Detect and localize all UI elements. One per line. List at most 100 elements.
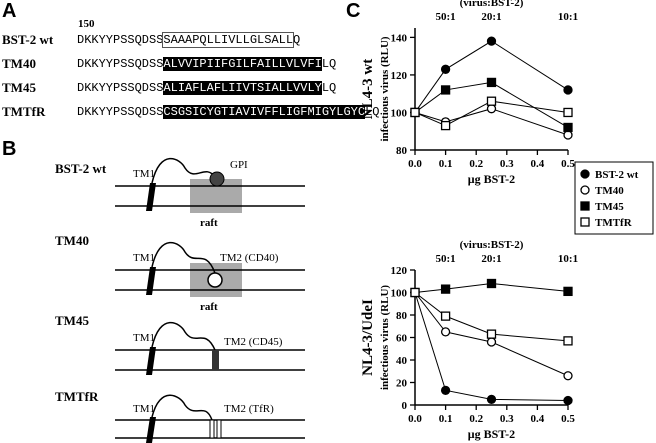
data-point [486, 96, 497, 106]
x-tick-label: 0.2 [469, 413, 483, 425]
series-line [414, 292, 569, 377]
legend-marker [580, 169, 590, 179]
raft-label: raft [200, 217, 218, 229]
data-point [440, 85, 451, 95]
diagram: TM40 TM1 TM2 (CD40) raft [55, 233, 305, 313]
topology-diagrams: BST-2 wt TM1 GPI raft TM40 TM1 TM2 (CD40… [55, 157, 305, 443]
x-axis-title: μg BST-2 [468, 427, 515, 441]
ratio-title: (virus:BST-2) [460, 0, 524, 9]
sequence-suffix: LQ [365, 105, 380, 119]
sequence-prefix: DKKYYPSSQDSS [77, 105, 164, 119]
data-point [486, 329, 497, 339]
data-point [486, 394, 497, 405]
panel-label: A [2, 0, 17, 22]
legend-label: BST-2 wt [595, 169, 639, 181]
x-tick-label: 0.3 [500, 413, 514, 425]
x-tick-label: 0.0 [408, 158, 422, 170]
data-point [440, 311, 451, 321]
x-tick-label: 0.2 [469, 158, 483, 170]
y-tick-label: 40 [396, 355, 408, 367]
data-point [563, 85, 573, 95]
data-point [440, 64, 451, 74]
legend-marker [580, 217, 590, 227]
sequence: DKKYYPSSQDSSALVVIPIIFGILFAILLVLVFILQ [77, 57, 336, 71]
residue-position: 150 [78, 18, 95, 30]
sequence-prefix: DKKYYPSSQDSS [77, 57, 164, 71]
data-point [410, 107, 420, 118]
x-tick-label: 0.1 [439, 413, 453, 425]
charts: 80 100 120 140 0.0 0.1 0.2 0.3 0.4 0.5 50:1 20:1 10:… [360, 0, 654, 441]
series-line [414, 282, 569, 293]
y-axis-title: infectious virus (RLU) [379, 285, 391, 390]
y-tick-label: 60 [396, 333, 408, 345]
y-tick-label: 20 [396, 378, 408, 390]
diagram-name: BST-2 wt [55, 161, 107, 176]
panel-title: NL4-3/UdeI [360, 299, 376, 376]
x-tick-label: 0.5 [561, 158, 575, 170]
y-tick-label: 100 [391, 107, 408, 119]
data-point [563, 130, 573, 140]
data-point [563, 336, 573, 346]
sequence-prefix: DKKYYPSSQDSS [77, 81, 164, 95]
x-tick-label: 0.4 [531, 158, 545, 170]
sequence-name: BST-2 wt [2, 32, 54, 47]
anchor-label: TM2 (CD40) [220, 252, 279, 264]
data-point [563, 122, 573, 133]
legend-label: TM45 [595, 201, 624, 213]
tm-domain: SAAAPQLLIVLLGLSALL [162, 32, 295, 48]
ratio-label: 50:1 [436, 253, 456, 265]
anchor-label: TM2 (TfR) [224, 403, 274, 415]
x-tick-label: 0.5 [561, 413, 575, 425]
ratio-label: 20:1 [481, 11, 501, 23]
sequence-list: BST-2 wt DKKYYPSSQDSS SAAAPQLLIVLLGLSALLQ T… [2, 32, 379, 132]
data-point [563, 371, 573, 381]
tm1-label: TM1 [133, 168, 155, 180]
ratio-label: 10:1 [558, 253, 578, 265]
y-tick-label: 100 [391, 288, 408, 300]
sequence-suffix: LQ [321, 57, 337, 71]
x-tick-label: 0.4 [531, 413, 545, 425]
data-point [440, 327, 451, 337]
diagram: BST-2 wt TM1 GPI raft [55, 157, 305, 229]
data-point [486, 337, 497, 347]
data-point [486, 104, 497, 114]
data-point [563, 286, 573, 297]
y-tick-label: 80 [396, 310, 408, 322]
legend-label: TM40 [595, 185, 624, 197]
diagram-name: TM40 [55, 233, 89, 248]
y-tick-label: 0 [402, 400, 408, 412]
data-point [410, 287, 420, 298]
series-line [414, 108, 569, 136]
sequence-suffix: LQ [321, 81, 337, 95]
panel-title: NL4-3 wt [360, 59, 376, 119]
tm1-label: TM1 [133, 252, 155, 264]
data-point [440, 120, 451, 131]
y-tick-label: 140 [391, 32, 408, 44]
y-tick-label: 120 [391, 265, 408, 277]
x-tick-label: 0.1 [439, 158, 453, 170]
y-tick-label: 120 [391, 70, 408, 82]
x-tick-label: 0.0 [408, 413, 422, 425]
y-tick-label: 80 [396, 145, 408, 157]
diagram-name: TMTfR [55, 389, 99, 404]
raft-label: raft [200, 301, 218, 313]
legend-marker [580, 185, 590, 195]
data-point [440, 385, 451, 396]
diagram: TM45 TM1 TM2 (CD45) [55, 313, 305, 375]
panel-label: B [2, 138, 17, 160]
legend-label: TMTfR [595, 217, 633, 229]
data-point [440, 284, 451, 294]
x-axis-title: μg BST-2 [468, 172, 515, 186]
diagram: TMTfR TM1 TM2 (TfR) [55, 389, 305, 443]
ratio-label: 10:1 [558, 11, 578, 23]
y-axis-title: infectious virus (RLU) [379, 36, 391, 141]
series-line [414, 100, 569, 127]
data-point [486, 278, 497, 289]
tm1-label: TM1 [133, 403, 155, 415]
series-line [414, 292, 569, 342]
series-line [414, 40, 569, 113]
sequence-suffix: Q [293, 33, 301, 47]
tm1-label: TM1 [133, 332, 155, 344]
sequence-name: TM45 [2, 80, 36, 95]
